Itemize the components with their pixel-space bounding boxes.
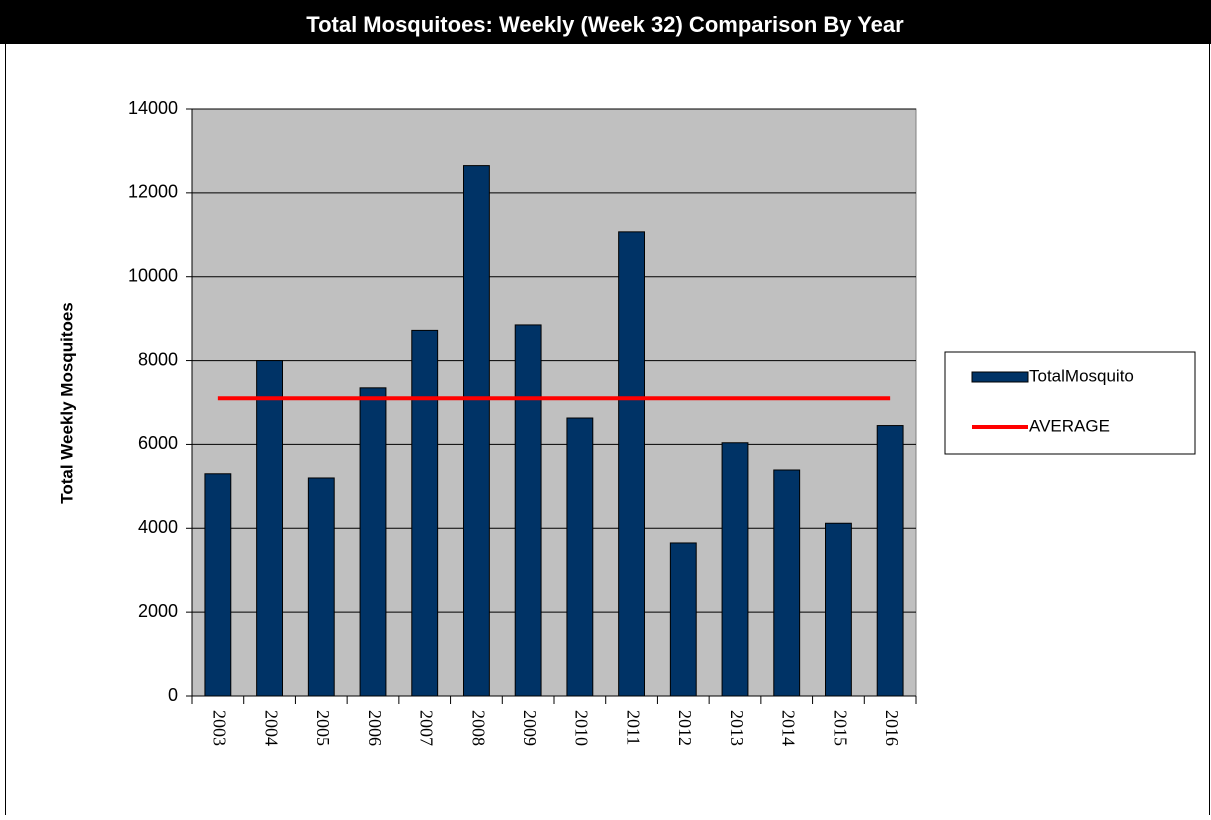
- x-tick-label: 2013: [727, 710, 747, 746]
- bar: [566, 417, 594, 697]
- bar: [307, 477, 335, 697]
- x-tick-label: 2003: [210, 710, 230, 746]
- y-tick-label: 8000: [138, 349, 178, 369]
- bar: [256, 360, 283, 697]
- x-tick-label: 2012: [675, 710, 695, 746]
- bar: [618, 231, 646, 697]
- x-tick-label: 2016: [882, 710, 902, 746]
- bar: [721, 442, 749, 697]
- x-tick-label: 2011: [623, 710, 643, 745]
- x-tick-label: 2010: [572, 710, 592, 746]
- y-tick-label: 0: [168, 685, 178, 705]
- y-tick-label: 6000: [138, 433, 178, 453]
- x-tick-label: 2006: [365, 710, 385, 746]
- bar: [825, 522, 852, 697]
- bar: [876, 425, 904, 697]
- y-tick-label: 10000: [128, 265, 178, 285]
- x-tick-label: 2008: [468, 710, 488, 746]
- x-tick-label: 2004: [261, 710, 281, 746]
- bar: [514, 324, 542, 697]
- bar: [359, 387, 387, 697]
- title-bar: [0, 0, 1211, 44]
- y-tick-label: 2000: [138, 601, 178, 621]
- x-tick-label: 2005: [313, 710, 333, 746]
- x-tick-label: 2007: [417, 710, 437, 746]
- bar: [669, 542, 697, 697]
- x-tick-label: 2014: [779, 710, 799, 746]
- chart-title: Total Mosquitoes: Weekly (Week 32) Compa…: [306, 12, 904, 37]
- plot-area: [191, 108, 917, 697]
- y-tick-label: 4000: [138, 517, 178, 537]
- legend-label: TotalMosquito: [1029, 366, 1134, 385]
- y-tick-label: 12000: [128, 182, 178, 202]
- bar: [204, 473, 232, 697]
- bar: [463, 165, 490, 697]
- legend-box: [944, 351, 1196, 455]
- legend-label: AVERAGE: [1029, 416, 1110, 435]
- legend-swatch: [971, 371, 1029, 383]
- bar: [411, 329, 439, 697]
- bar: [773, 469, 801, 697]
- x-tick-label: 2015: [830, 710, 850, 746]
- y-tick-label: 14000: [128, 98, 178, 118]
- x-tick-label: 2009: [520, 710, 540, 746]
- y-axis-label: Total Weekly Mosquitoes: [57, 302, 76, 504]
